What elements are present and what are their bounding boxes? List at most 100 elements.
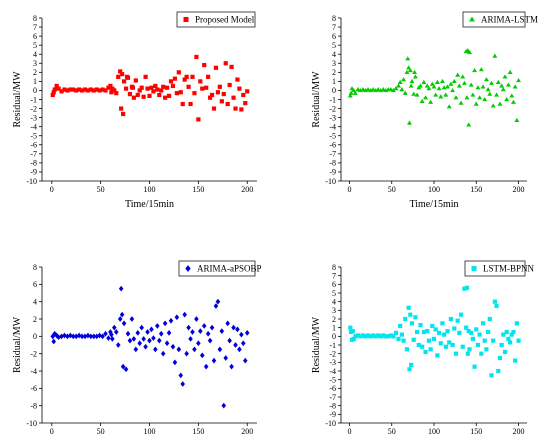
data-point [147, 93, 152, 98]
data-point [455, 72, 461, 77]
data-point [452, 326, 457, 331]
y-tick-label: -8 [329, 401, 336, 410]
data-point [94, 333, 100, 340]
data-point [397, 79, 403, 84]
y-tick-label: -2 [329, 104, 336, 113]
data-point [65, 88, 70, 93]
data-point [209, 324, 215, 331]
data-point [414, 329, 420, 335]
x-tick-label: 150 [470, 427, 482, 436]
data-point [489, 80, 494, 85]
data-point [186, 84, 191, 89]
data-point [100, 87, 105, 92]
data-point [511, 329, 516, 335]
data-point [82, 87, 88, 92]
data-point [196, 117, 201, 122]
data-point [91, 88, 96, 93]
data-point [440, 321, 445, 326]
data-point [464, 325, 469, 330]
data-point [121, 111, 126, 117]
data-point [477, 95, 483, 100]
y-tick-label: -6 [329, 384, 336, 393]
data-point [127, 91, 133, 97]
data-point [434, 79, 440, 84]
data-point [469, 330, 474, 335]
data-point [52, 87, 57, 92]
data-point [184, 74, 189, 79]
data-point [373, 334, 378, 339]
y-tick-label: 8 [332, 14, 336, 23]
data-point [239, 331, 244, 338]
data-point [120, 72, 125, 77]
data-point [442, 332, 447, 337]
data-point [363, 334, 368, 339]
data-point [497, 355, 503, 361]
data-point [207, 95, 213, 100]
data-point [512, 84, 518, 89]
data-point [135, 330, 141, 336]
y-tick-label: -6 [30, 141, 37, 150]
data-point [133, 78, 138, 83]
data-point [227, 82, 232, 88]
x-tick-label: 150 [192, 427, 204, 436]
data-point [468, 82, 474, 87]
y-tick-label: -8 [30, 159, 37, 168]
data-point [475, 342, 481, 348]
data-point [114, 91, 119, 96]
data-point [103, 88, 108, 93]
data-point [351, 336, 356, 342]
data-point [460, 344, 465, 349]
data-point [514, 117, 520, 122]
y-tick-label: -9 [329, 168, 336, 177]
y-tick-label: -2 [329, 349, 336, 358]
data-point [391, 334, 396, 339]
data-point [360, 333, 366, 338]
data-point [215, 298, 221, 305]
data-point [418, 322, 423, 328]
data-point [147, 337, 152, 344]
data-point [423, 95, 429, 100]
data-point [492, 299, 497, 304]
data-point [405, 56, 411, 61]
data-point [74, 88, 79, 93]
data-point [509, 93, 515, 98]
data-point [190, 74, 195, 79]
data-point [157, 92, 162, 98]
data-point [407, 68, 413, 73]
data-point [409, 362, 414, 368]
data-point [347, 93, 353, 98]
data-point [477, 332, 482, 337]
data-point [166, 93, 172, 98]
data-point [509, 332, 514, 337]
series-points [50, 285, 250, 409]
data-point [219, 99, 224, 104]
data-point [225, 320, 230, 327]
data-point [51, 90, 56, 95]
data-point [504, 97, 510, 102]
data-point [480, 321, 486, 326]
data-point [155, 87, 160, 92]
data-point [470, 336, 475, 342]
data-point [176, 70, 181, 75]
data-point [215, 90, 221, 95]
data-point [170, 343, 176, 350]
data-point [502, 74, 508, 79]
legend-box [176, 11, 256, 28]
data-point [206, 74, 211, 79]
x-tick-label: 200 [513, 185, 525, 194]
data-point [56, 86, 61, 91]
y-tick-label: 4 [33, 297, 37, 306]
data-point [178, 90, 183, 95]
data-point [436, 86, 442, 91]
y-axis-title: Residual/MW [311, 316, 322, 373]
panel-arima-lstm: 0 50 100 150 200-10-9-8-7-6-5-4-3-2-10123456… [311, 11, 538, 210]
data-point [455, 318, 460, 323]
data-point [423, 349, 428, 355]
data-point [393, 330, 399, 335]
data-point [211, 357, 217, 364]
data-point [404, 347, 410, 352]
y-tick-label: -6 [329, 141, 336, 150]
data-point [221, 91, 226, 97]
data-point [118, 285, 124, 292]
data-point [223, 355, 229, 361]
